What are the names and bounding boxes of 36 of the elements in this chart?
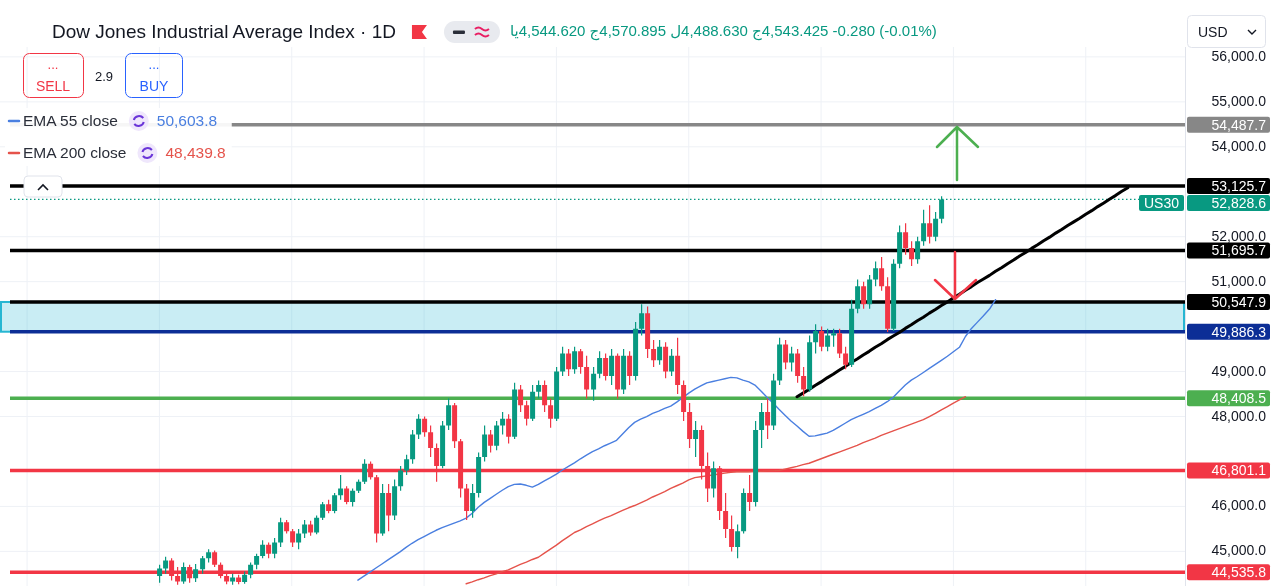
chart-title: Dow Jones Industrial Average Index · 1D [52,21,396,42]
ref-line-label: 52,828.6 [1211,195,1267,212]
text: USD [1198,24,1228,40]
annotation: 50,603.8 [156,112,218,129]
annotation: ... [148,57,160,72]
y-tick-label: 52,000.0 [1211,227,1267,244]
y-tick-label: 48,000.0 [1211,407,1267,424]
line-series [357,298,997,581]
y-tick-label: 46,000.0 [1211,497,1267,514]
annotation: 48,439.8 [165,144,226,161]
candlestick [230,573,236,585]
y-tick-label: 54,000.0 [1211,137,1267,154]
annotation: 2.9 [94,69,114,84]
ref-line-label: 44,535.8 [1211,564,1267,581]
legend-label: EMA 200 close [23,144,127,161]
annotation: SELL [35,78,71,94]
annotation: US30 [1143,195,1180,212]
y-tick-label: 45,000.0 [1211,542,1267,559]
ref-line-label: 48,408.5 [1211,390,1267,407]
ref-line-label: 50,547.9 [1211,293,1267,310]
ref-line-label: 54,487.7 [1211,116,1267,133]
y-tick-label: 55,000.0 [1211,92,1267,109]
annotation: ... [47,57,59,72]
y-tick-label: 51,000.0 [1211,272,1267,289]
ref-line-label: 46,801.1 [1211,462,1267,479]
legend-label: EMA 55 close [23,112,118,129]
ref-line-label: 51,695.7 [1211,242,1267,259]
candlestick [831,328,837,347]
line-series [465,396,967,585]
ref-line-label: 53,125.7 [1211,178,1267,195]
y-tick-label: 56,000.0 [1211,47,1267,64]
legend-item: EMA 55 close 50,603.8 [7,111,218,131]
legend-item: EMA 200 close 48,439.8 [7,143,226,163]
y-tick-label: 49,000.0 [1211,362,1267,379]
ref-line-label: 49,886.3 [1211,323,1267,340]
annotation: BUY [139,78,170,94]
